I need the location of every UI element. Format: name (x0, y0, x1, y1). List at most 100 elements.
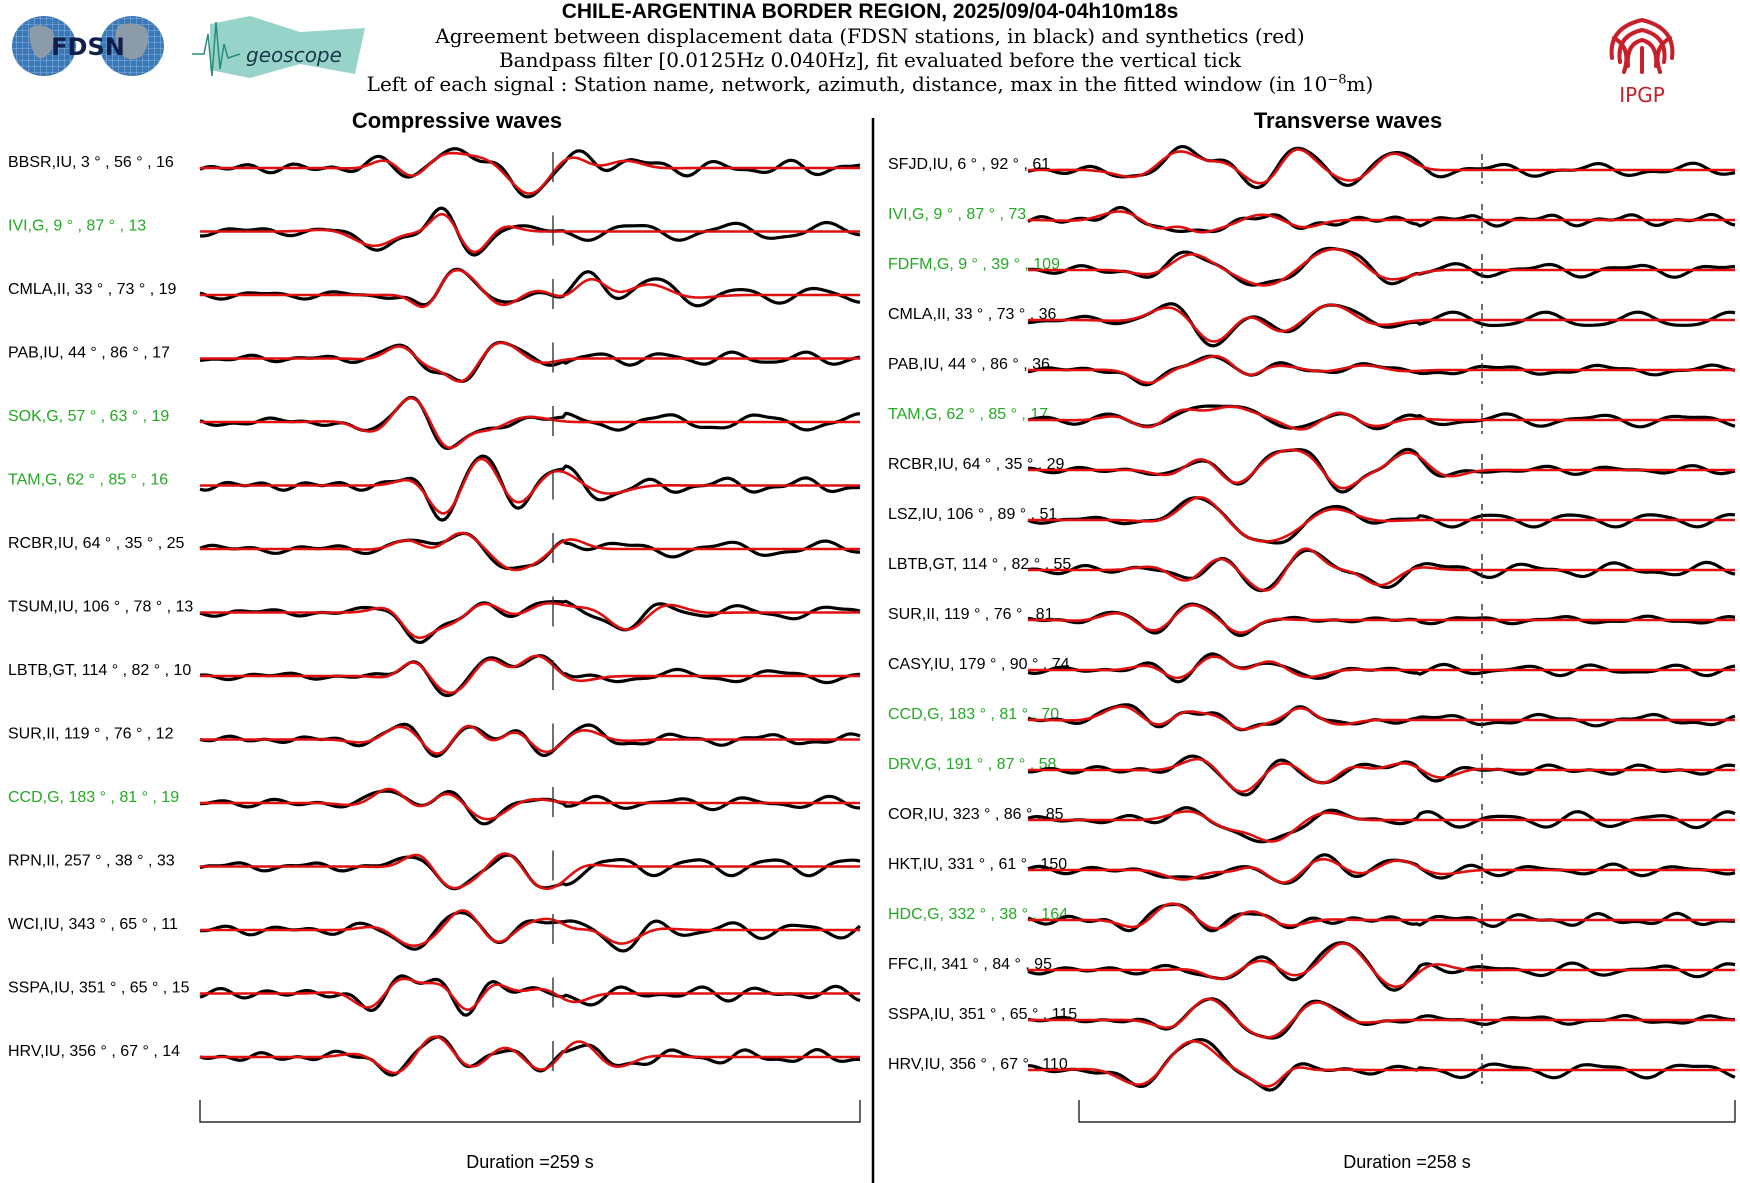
synthetic-trace (200, 457, 860, 515)
station-label: CMLA,II, 33 ° , 73 ° , 19 (8, 281, 177, 298)
data-trace (199, 911, 862, 953)
subtitle-line-3: Left of each signal : Station name, netw… (0, 72, 1740, 96)
synthetic-trace (1028, 857, 1735, 884)
subtitle-line-2: Bandpass filter [0.0125Hz 0.040Hz], fit … (498, 48, 1242, 72)
station-label: LSZ,IU, 106 ° , 89 ° , 51 (888, 506, 1057, 523)
synthetic-trace (1028, 902, 1735, 930)
synthetic-trace (1028, 405, 1735, 431)
synthetic-trace (200, 151, 860, 195)
panels: Compressive waves BBSR,IU, 3 ° , 56 ° , 1… (8, 108, 1736, 1172)
geoscope-logo-text: geoscope (246, 43, 342, 67)
station-label: HDC,G, 332 ° , 38 ° , 164 (888, 906, 1068, 923)
data-trace (199, 267, 861, 308)
station-label: HKT,IU, 331 ° , 61 ° , 150 (888, 856, 1067, 873)
station-label: CMLA,II, 33 ° , 73 ° , 36 (888, 306, 1057, 323)
station-label: SFJD,IU, 6 ° , 92 ° , 61 (888, 156, 1050, 173)
data-trace (1027, 806, 1736, 844)
synthetic-trace (200, 724, 860, 755)
data-trace (199, 599, 861, 645)
synthetic-trace (200, 602, 860, 640)
synthetic-trace (200, 268, 860, 309)
data-trace (1027, 754, 1736, 797)
synthetic-trace (200, 1035, 860, 1075)
synthetic-trace (1028, 1039, 1735, 1088)
station-label: TAM,G, 62 ° , 85 ° , 16 (8, 472, 168, 489)
synthetic-trace (200, 852, 860, 891)
data-trace (199, 147, 861, 199)
data-trace (1027, 246, 1736, 287)
synthetic-trace (200, 654, 860, 695)
station-label: RCBR,IU, 64 ° , 35 ° , 25 (8, 535, 185, 552)
synthetic-trace (1028, 148, 1735, 185)
data-trace (1027, 548, 1736, 593)
synthetic-trace (1028, 496, 1735, 543)
station-label: PAB,IU, 44 ° , 86 ° , 17 (8, 345, 170, 362)
station-label: TSUM,IU, 106 ° , 78 ° , 13 (8, 599, 193, 616)
station-label: SUR,II, 119 ° , 76 ° , 81 (888, 606, 1054, 623)
duration-label: Duration =258 s (1343, 1152, 1471, 1172)
station-label: DRV,G, 191 ° , 87 ° , 58 (888, 756, 1057, 773)
station-label: FFC,II, 341 ° , 84 ° , 95 (888, 956, 1052, 973)
data-trace (199, 454, 861, 522)
station-label: SOK,G, 57 ° , 63 ° , 19 (8, 408, 169, 425)
subtitle-line-3-prefix: Left of each signal : Station name, netw… (366, 72, 1328, 96)
station-label: LBTB,GT, 114 ° , 82 ° , 10 (8, 662, 191, 679)
synthetic-trace (1028, 210, 1735, 234)
data-trace (199, 531, 861, 570)
synthetic-trace (1028, 547, 1735, 592)
station-label: HRV,IU, 356 ° , 67 ° , 110 (888, 1056, 1068, 1073)
station-label: BBSR,IU, 3 ° , 56 ° , 16 (8, 154, 174, 171)
station-label: IVI,G, 9 ° , 87 ° , 13 (8, 218, 146, 235)
synthetic-trace (1028, 448, 1735, 490)
station-label: CCD,G, 183 ° , 81 ° , 70 (888, 706, 1059, 723)
panel-title-1: Transverse waves (1254, 108, 1442, 133)
fdsn-logo-text: FDSN (51, 33, 125, 61)
fdsn-logo: FDSN (12, 16, 164, 76)
duration-bracket (1078, 1100, 1736, 1123)
ipgp-logo-text: IPGP (1619, 83, 1665, 107)
data-trace (1027, 703, 1736, 732)
data-trace (1027, 941, 1736, 992)
data-trace (1027, 1038, 1736, 1092)
synthetic-trace (200, 212, 860, 254)
data-trace (199, 340, 861, 383)
synthetic-trace (200, 531, 860, 572)
subtitle-line-3-exponent: −8 (1327, 72, 1347, 88)
station-label: CASY,IU, 179 ° , 90 ° , 74 (888, 656, 1070, 673)
subtitle-line-3-suffix: m) (1346, 72, 1374, 96)
station-label: SUR,II, 119 ° , 76 ° , 12 (8, 726, 174, 743)
station-label: COR,IU, 323 ° , 86 ° , 85 (888, 806, 1064, 823)
data-trace (1027, 997, 1735, 1040)
synthetic-trace (1028, 810, 1735, 843)
geoscope-logo: geoscope (192, 16, 365, 78)
duration-bracket (199, 1100, 861, 1123)
station-label: RCBR,IU, 64 ° , 35 ° , 29 (888, 456, 1065, 473)
synthetic-trace (200, 977, 860, 1011)
station-label: CCD,G, 183 ° , 81 ° , 19 (8, 789, 179, 806)
synthetic-trace (1028, 603, 1735, 634)
synthetic-trace (200, 396, 860, 450)
synthetic-trace (1028, 757, 1735, 793)
synthetic-trace (1028, 303, 1735, 343)
synthetic-trace (1028, 655, 1735, 680)
station-label: LBTB,GT, 114 ° , 82 ° , 55 (888, 556, 1071, 573)
ipgp-logo: IPGP (1609, 17, 1675, 107)
data-trace (199, 853, 861, 891)
synthetic-trace (1028, 354, 1735, 385)
synthetic-trace (200, 787, 860, 821)
data-trace (199, 789, 861, 826)
station-label: FDFM,G, 9 ° , 39 ° , 109 (888, 256, 1060, 273)
synthetic-trace (1028, 705, 1735, 731)
synthetic-trace (200, 341, 860, 383)
station-label: SSPA,IU, 351 ° , 65 ° , 15 (8, 980, 190, 997)
data-trace (1027, 145, 1736, 190)
station-label: PAB,IU, 44 ° , 86 ° , 36 (888, 356, 1050, 373)
panel-title-0: Compressive waves (352, 108, 562, 133)
duration-label: Duration =259 s (466, 1152, 594, 1172)
synthetic-trace (1028, 997, 1735, 1039)
synthetic-trace (1028, 247, 1735, 287)
station-label: WCI,IU, 343 ° , 65 ° , 11 (8, 916, 178, 933)
station-label: HRV,IU, 356 ° , 67 ° , 14 (8, 1043, 180, 1060)
station-label: RPN,II, 257 ° , 38 ° , 33 (8, 853, 175, 870)
